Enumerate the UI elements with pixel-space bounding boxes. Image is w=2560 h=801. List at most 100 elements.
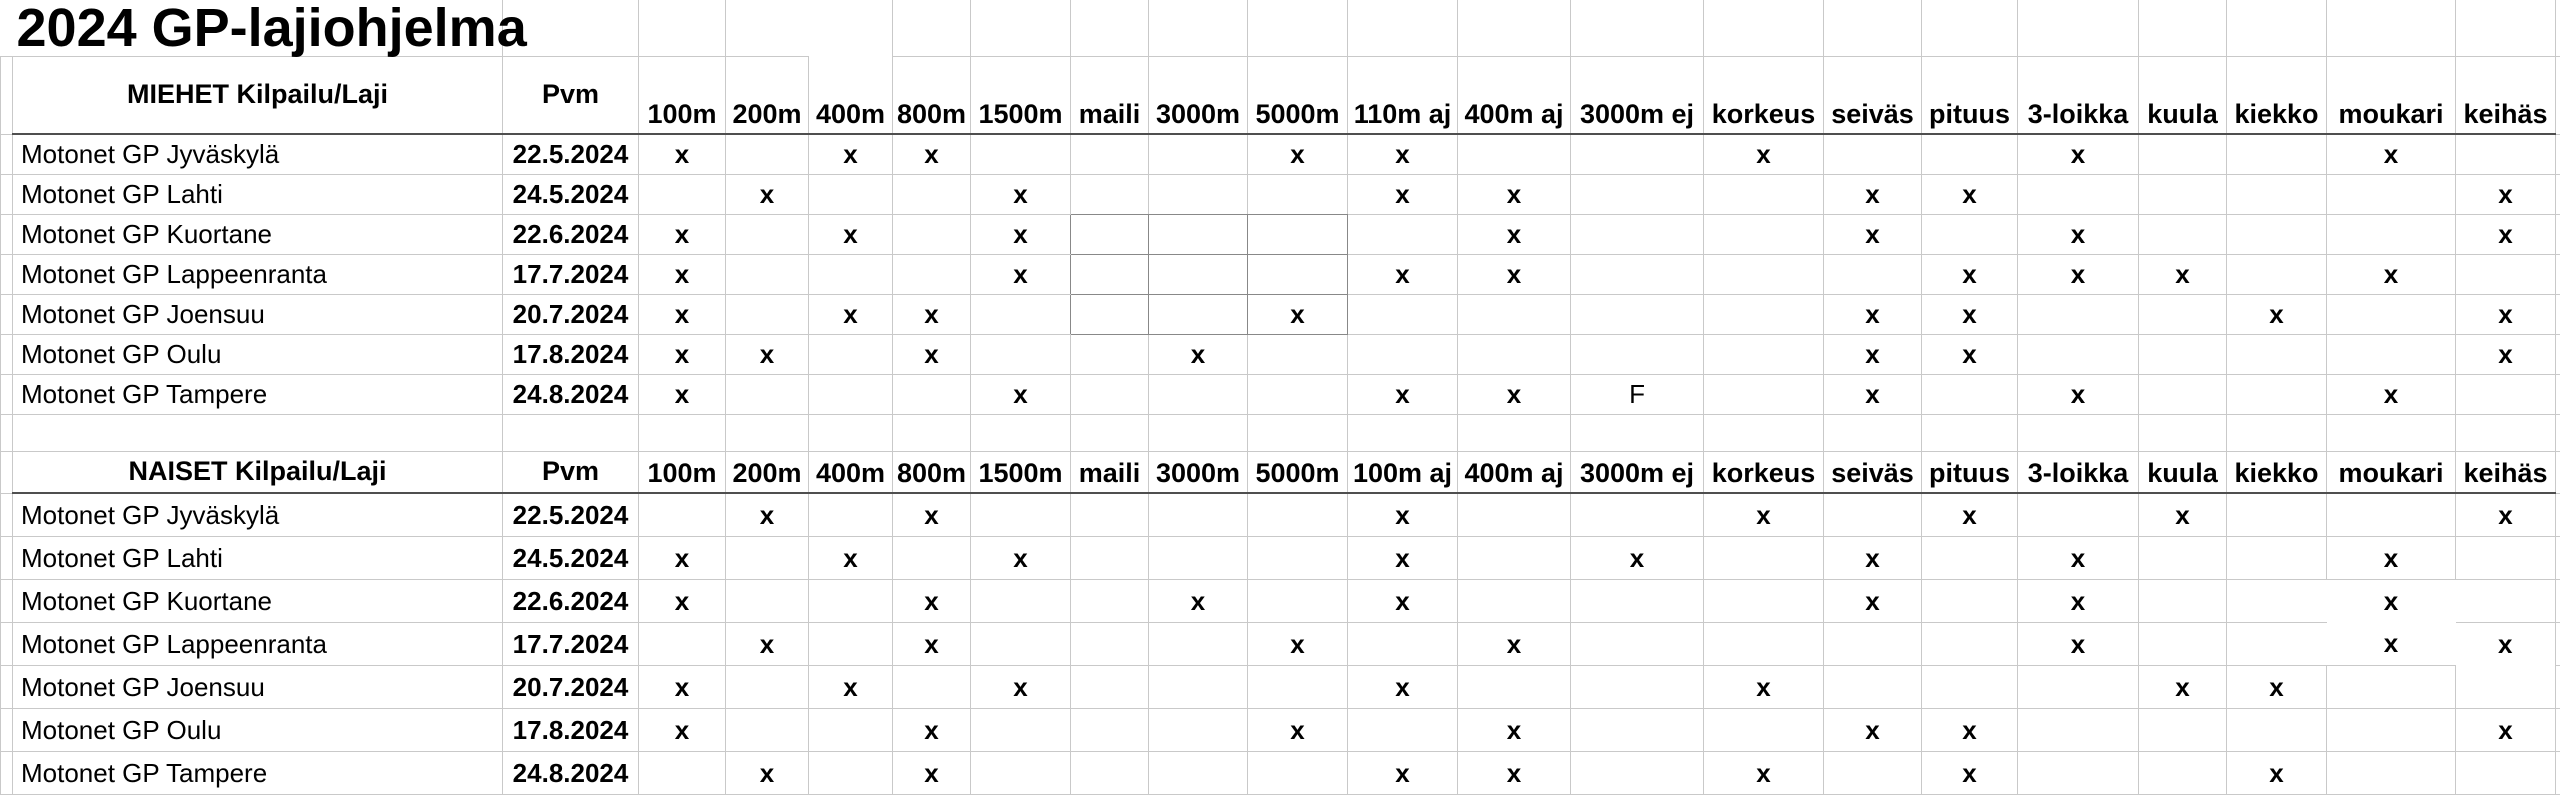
mark-cell[interactable]: x — [2455, 492, 2557, 537]
mark-cell[interactable]: x — [2326, 133, 2457, 175]
mark-cell[interactable] — [2455, 253, 2557, 295]
mark-cell[interactable] — [1347, 707, 1459, 752]
section-title[interactable]: NAISET Kilpailu/Laji — [11, 450, 504, 494]
left-edge-cell[interactable] — [0, 55, 13, 135]
mark-cell[interactable]: x — [808, 535, 894, 580]
mark-cell[interactable]: x — [1347, 253, 1459, 295]
mark-cell[interactable]: x — [2455, 293, 2557, 335]
date-cell[interactable]: 24.5.2024 — [502, 173, 640, 215]
mark-cell[interactable] — [1703, 578, 1825, 623]
mark-cell[interactable] — [2455, 373, 2557, 415]
mark-cell[interactable]: x — [2017, 373, 2140, 415]
mark-cell[interactable]: x — [1347, 133, 1459, 175]
mark-cell[interactable] — [2226, 213, 2328, 255]
mark-cell[interactable] — [1247, 213, 1349, 255]
mark-cell[interactable]: x — [1247, 293, 1349, 335]
column-header[interactable]: 1500m — [970, 55, 1072, 135]
mark-cell[interactable] — [808, 707, 894, 752]
mark-cell[interactable]: x — [1823, 213, 1923, 255]
column-header[interactable]: keihäs — [2455, 55, 2557, 135]
empty-cell[interactable] — [1070, 0, 1150, 57]
column-header[interactable]: 3000m ej — [1570, 450, 1705, 494]
mark-cell[interactable] — [1148, 133, 1249, 175]
mark-cell[interactable] — [2138, 750, 2228, 795]
mark-cell[interactable] — [2455, 133, 2557, 175]
column-header[interactable]: 400m — [808, 450, 894, 494]
mark-cell[interactable] — [2326, 492, 2457, 537]
mark-cell[interactable] — [1570, 664, 1705, 709]
date-cell[interactable]: 24.8.2024 — [502, 750, 640, 795]
empty-cell[interactable] — [11, 413, 504, 452]
mark-cell[interactable] — [1247, 578, 1349, 623]
mark-cell[interactable]: x — [638, 535, 727, 580]
column-header[interactable]: 800m — [892, 450, 972, 494]
mark-cell[interactable] — [1070, 707, 1150, 752]
left-edge-cell[interactable] — [0, 293, 13, 335]
empty-cell[interactable] — [2555, 373, 2560, 415]
mark-cell[interactable] — [1457, 578, 1572, 623]
empty-cell[interactable] — [2555, 621, 2560, 666]
mark-cell[interactable] — [1570, 621, 1705, 666]
mark-cell[interactable]: x — [1247, 133, 1349, 175]
empty-cell[interactable] — [2555, 213, 2560, 255]
mark-cell[interactable]: x — [808, 664, 894, 709]
empty-cell[interactable] — [2017, 413, 2140, 452]
mark-cell[interactable] — [1070, 373, 1150, 415]
mark-cell[interactable] — [2138, 333, 2228, 375]
mark-cell[interactable] — [2326, 333, 2457, 375]
mark-cell[interactable] — [1347, 293, 1459, 335]
empty-cell[interactable] — [808, 413, 894, 452]
left-edge-cell[interactable] — [0, 173, 13, 215]
mark-cell[interactable] — [2138, 621, 2228, 666]
empty-cell[interactable] — [1921, 0, 2019, 57]
mark-cell[interactable] — [638, 621, 727, 666]
event-name-cell[interactable]: Motonet GP Joensuu — [11, 664, 504, 709]
mark-cell[interactable] — [2226, 492, 2328, 537]
mark-cell[interactable] — [725, 133, 810, 175]
mark-cell[interactable]: x — [808, 213, 894, 255]
mark-cell[interactable]: x — [1921, 492, 2019, 537]
mark-cell[interactable] — [1457, 535, 1572, 580]
mark-cell[interactable] — [892, 173, 972, 215]
mark-cell[interactable]: x — [1457, 173, 1572, 215]
mark-cell[interactable]: x — [1823, 578, 1923, 623]
mark-cell[interactable] — [2326, 750, 2457, 795]
empty-cell[interactable] — [808, 0, 894, 56]
mark-cell[interactable] — [808, 333, 894, 375]
column-header[interactable]: 400m aj — [1457, 55, 1572, 135]
empty-cell[interactable] — [1823, 0, 1923, 57]
column-header[interactable]: seiväs — [1823, 55, 1923, 135]
mark-cell[interactable] — [1921, 621, 2019, 666]
mark-cell[interactable]: x — [1823, 333, 1923, 375]
mark-cell[interactable]: x — [725, 333, 810, 375]
mark-cell[interactable] — [1347, 213, 1459, 255]
empty-cell[interactable] — [502, 413, 640, 452]
left-edge-cell[interactable] — [0, 450, 13, 494]
mark-cell[interactable] — [1070, 173, 1150, 215]
mark-cell[interactable] — [1148, 213, 1249, 255]
mark-cell[interactable] — [1070, 213, 1150, 255]
mark-cell[interactable] — [808, 578, 894, 623]
mark-cell[interactable]: x — [2226, 293, 2328, 335]
date-column-header[interactable]: Pvm — [502, 55, 640, 135]
mark-cell[interactable]: x — [725, 750, 810, 795]
mark-cell[interactable]: x — [892, 750, 972, 795]
mark-cell[interactable] — [1070, 333, 1150, 375]
mark-cell[interactable] — [1570, 253, 1705, 295]
mark-cell[interactable] — [1148, 492, 1249, 537]
event-name-cell[interactable]: Motonet GP Lappeenranta — [11, 621, 504, 666]
mark-cell[interactable]: x — [1921, 333, 2019, 375]
mark-cell[interactable]: x — [1457, 707, 1572, 752]
mark-cell[interactable] — [2138, 373, 2228, 415]
mark-cell[interactable]: x — [1823, 373, 1923, 415]
mark-cell[interactable]: x — [1457, 373, 1572, 415]
column-header[interactable]: 3000m — [1148, 450, 1249, 494]
mark-cell[interactable] — [1703, 535, 1825, 580]
empty-cell[interactable] — [2555, 578, 2560, 623]
mark-cell[interactable] — [638, 173, 727, 215]
mark-cell[interactable]: x — [1347, 535, 1459, 580]
mark-cell[interactable]: x — [2138, 664, 2228, 709]
mark-cell[interactable] — [1921, 535, 2019, 580]
mark-cell[interactable] — [1823, 621, 1923, 666]
mark-cell[interactable] — [1570, 133, 1705, 175]
